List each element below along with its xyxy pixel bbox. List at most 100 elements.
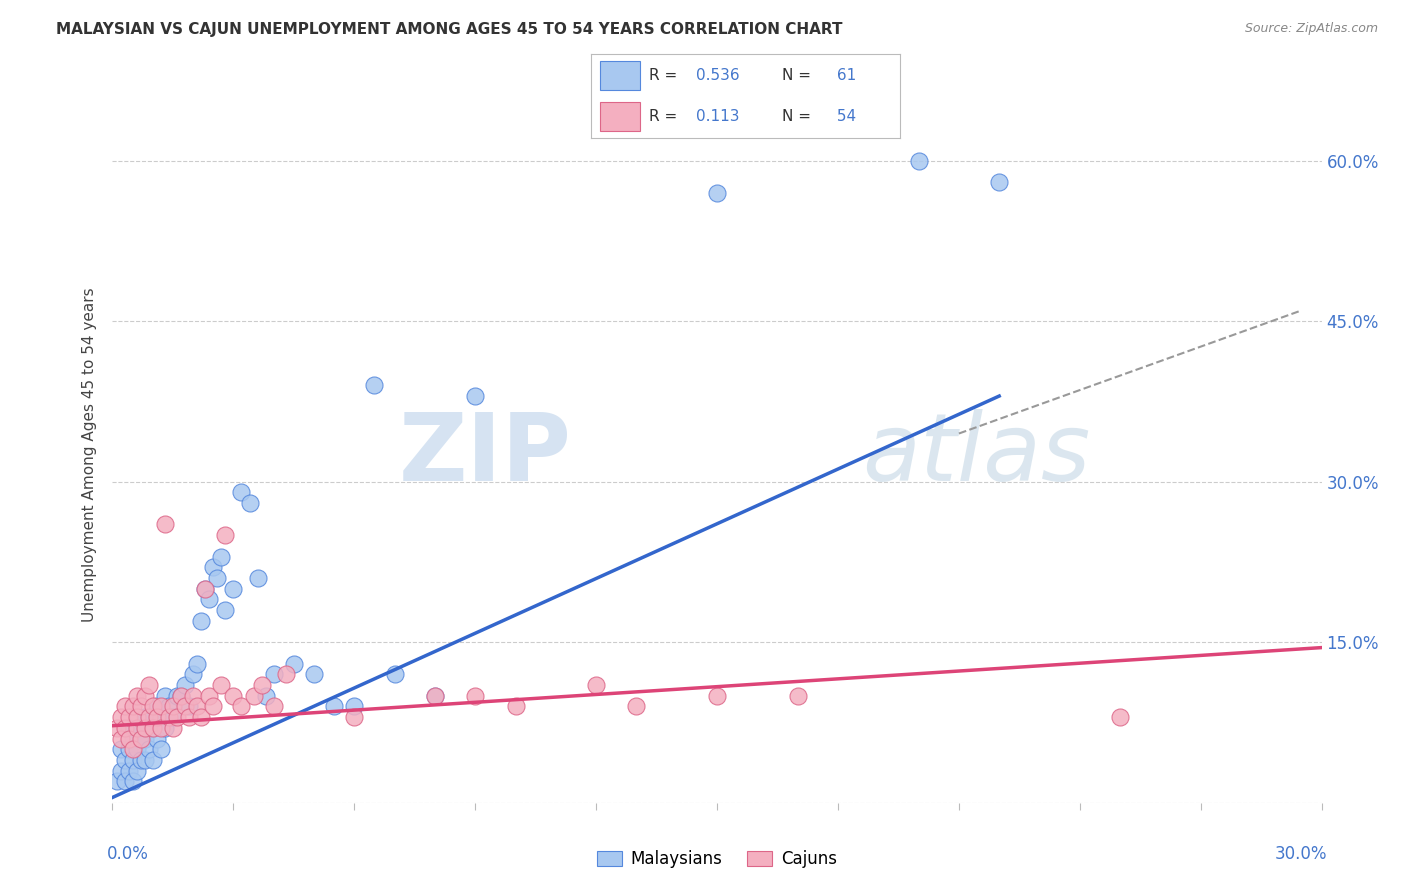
- Point: [323, 699, 346, 714]
- Point: [263, 699, 285, 714]
- Point: [207, 571, 229, 585]
- Point: [194, 582, 217, 596]
- Point: [202, 560, 225, 574]
- Point: [129, 731, 152, 746]
- Text: atlas: atlas: [862, 409, 1091, 500]
- Bar: [600, 62, 640, 90]
- Point: [114, 721, 136, 735]
- Point: [121, 753, 143, 767]
- Point: [125, 721, 148, 735]
- Point: [198, 592, 221, 607]
- Point: [153, 689, 176, 703]
- Point: [125, 742, 148, 756]
- Point: [129, 753, 152, 767]
- Point: [138, 710, 160, 724]
- Point: [250, 678, 273, 692]
- Point: [274, 667, 297, 681]
- Point: [209, 678, 232, 692]
- Point: [222, 582, 245, 596]
- Point: [129, 699, 152, 714]
- Point: [1109, 710, 1132, 724]
- Point: [138, 710, 160, 724]
- Point: [114, 699, 136, 714]
- Point: [142, 699, 165, 714]
- Point: [174, 678, 197, 692]
- Point: [110, 710, 132, 724]
- Point: [177, 710, 200, 724]
- Point: [626, 699, 648, 714]
- Point: [585, 678, 607, 692]
- Point: [786, 689, 808, 703]
- Point: [186, 657, 208, 671]
- Point: [121, 774, 143, 789]
- Legend: Malaysians, Cajuns: Malaysians, Cajuns: [591, 843, 844, 874]
- Point: [149, 699, 172, 714]
- Point: [117, 710, 139, 724]
- Point: [138, 742, 160, 756]
- Point: [343, 710, 366, 724]
- Point: [190, 614, 212, 628]
- Point: [142, 721, 165, 735]
- Point: [166, 710, 188, 724]
- Point: [134, 721, 156, 735]
- Point: [464, 689, 486, 703]
- Text: R =: R =: [650, 109, 688, 124]
- Point: [157, 710, 180, 724]
- Text: 0.0%: 0.0%: [107, 845, 148, 863]
- Text: N =: N =: [782, 109, 815, 124]
- Point: [174, 699, 197, 714]
- Point: [146, 699, 169, 714]
- Point: [238, 496, 260, 510]
- Point: [134, 731, 156, 746]
- Point: [254, 689, 277, 703]
- Point: [125, 689, 148, 703]
- Point: [162, 699, 184, 714]
- Point: [125, 764, 148, 778]
- Point: [153, 721, 176, 735]
- Point: [283, 657, 305, 671]
- Point: [263, 667, 285, 681]
- Bar: [600, 102, 640, 130]
- Point: [149, 742, 172, 756]
- Point: [231, 699, 253, 714]
- Point: [302, 667, 325, 681]
- Point: [117, 721, 139, 735]
- Text: MALAYSIAN VS CAJUN UNEMPLOYMENT AMONG AGES 45 TO 54 YEARS CORRELATION CHART: MALAYSIAN VS CAJUN UNEMPLOYMENT AMONG AG…: [56, 22, 842, 37]
- Point: [149, 721, 172, 735]
- Point: [134, 753, 156, 767]
- Point: [907, 153, 929, 168]
- Point: [423, 689, 446, 703]
- Point: [125, 710, 148, 724]
- Point: [129, 731, 152, 746]
- Point: [186, 699, 208, 714]
- Text: 0.113: 0.113: [696, 109, 740, 124]
- Point: [125, 721, 148, 735]
- Point: [162, 721, 184, 735]
- Point: [209, 549, 232, 564]
- Point: [142, 753, 165, 767]
- Point: [170, 689, 193, 703]
- Point: [138, 678, 160, 692]
- Point: [134, 710, 156, 724]
- Point: [157, 699, 180, 714]
- Point: [146, 710, 169, 724]
- Point: [170, 689, 193, 703]
- Point: [114, 774, 136, 789]
- Point: [242, 689, 264, 703]
- Point: [198, 689, 221, 703]
- Text: ZIP: ZIP: [399, 409, 572, 501]
- Point: [706, 689, 728, 703]
- Point: [464, 389, 486, 403]
- Point: [988, 175, 1011, 189]
- Text: N =: N =: [782, 68, 815, 83]
- Point: [117, 742, 139, 756]
- Point: [134, 689, 156, 703]
- Point: [114, 753, 136, 767]
- Point: [117, 764, 139, 778]
- Point: [202, 699, 225, 714]
- Point: [384, 667, 406, 681]
- Point: [162, 710, 184, 724]
- Point: [423, 689, 446, 703]
- Text: R =: R =: [650, 68, 682, 83]
- Point: [214, 528, 236, 542]
